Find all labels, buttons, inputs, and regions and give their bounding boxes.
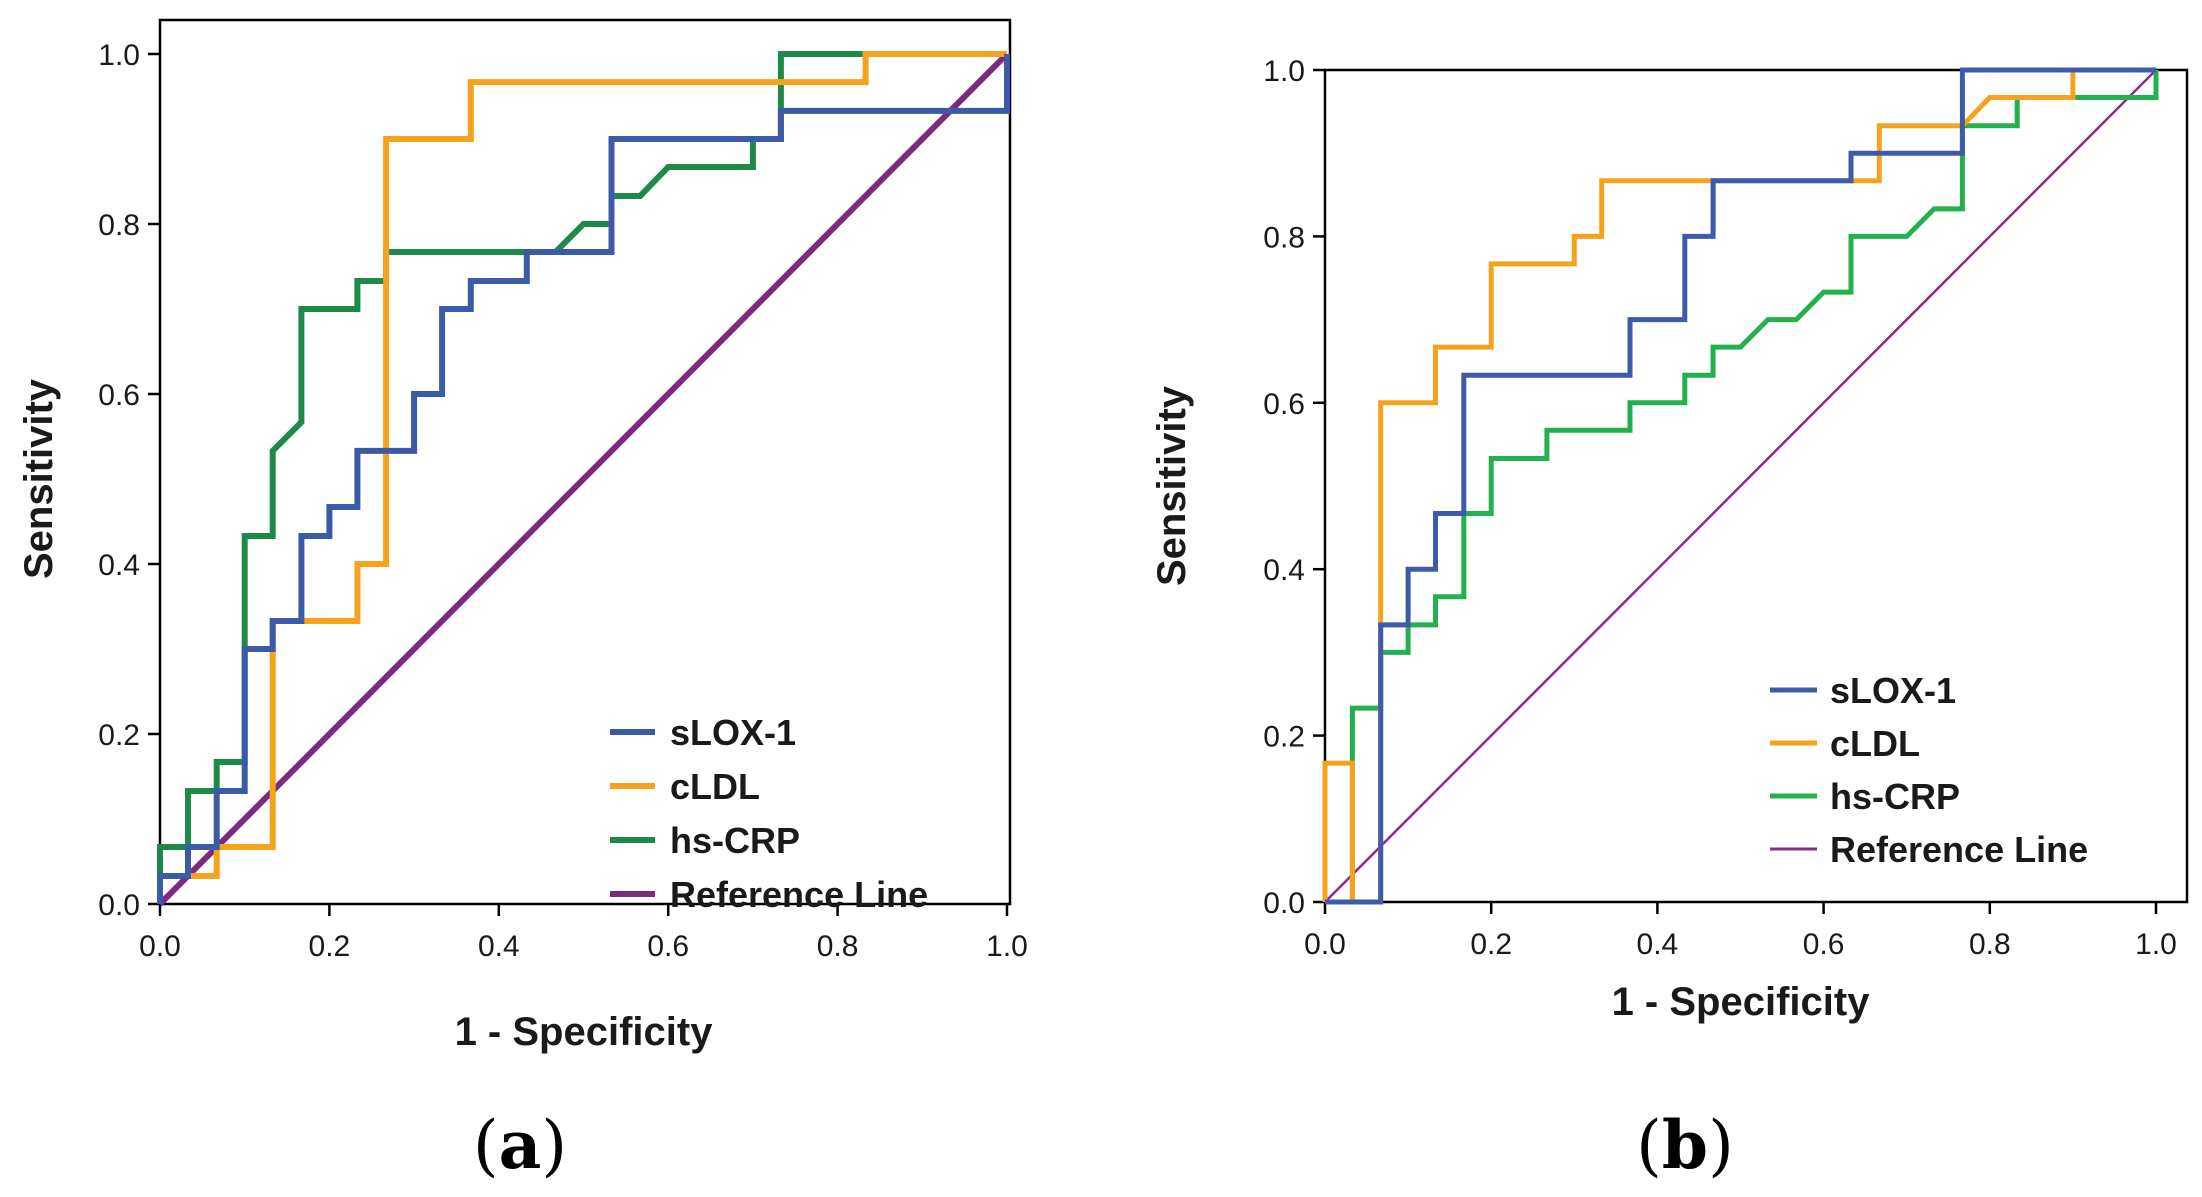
- x-tick-label: 1.0: [986, 930, 1028, 963]
- legend-label-reference-line: Reference Line: [670, 874, 928, 915]
- legend-label-hs-crp: hs-CRP: [670, 820, 800, 861]
- x-tick-label: 0.8: [1969, 928, 2011, 961]
- x-axis-title: 1 - Specificity: [455, 1010, 714, 1054]
- y-tick-label: 0.6: [98, 379, 140, 412]
- legend-label-hs-crp: hs-CRP: [1830, 776, 1960, 817]
- plot-frame: [158, 18, 1012, 906]
- x-tick-label: 1.0: [2135, 928, 2177, 961]
- x-axis-title: 1 - Specificity: [1612, 980, 1871, 1024]
- series-line-cldl: [157, 51, 1007, 904]
- y-tick-label: 0.2: [98, 719, 140, 752]
- legend: sLOX-1 cLDL hs-CRP Reference Line: [1770, 670, 2088, 870]
- panel-label: (b): [1636, 1106, 1734, 1184]
- x-tick-label: 0.6: [647, 930, 689, 963]
- x-tick-label: 0.4: [478, 930, 520, 963]
- plot-frame: [1323, 68, 2189, 904]
- panel-a-roc-chart: 0.0 0.2 0.4 0.6 0.8 1.0 0.0 0.2 0.4 0.6 0.8 1.0 Sens…: [17, 18, 1028, 1184]
- y-tick-label: 0.6: [1263, 388, 1305, 421]
- y-tick-label: 0.4: [1263, 554, 1305, 587]
- x-tick-label: 0.2: [309, 930, 351, 963]
- legend: sLOX-1 cLDL hs-CRP Reference Line: [610, 712, 928, 915]
- series-line-hs-crp: [157, 51, 1007, 904]
- series-line-reference-line: [157, 51, 1010, 907]
- y-tick-label: 1.0: [98, 39, 140, 72]
- legend-label-slox-1: sLOX-1: [670, 712, 796, 753]
- x-tick-label: 0.0: [139, 930, 181, 963]
- panel-label: (a): [473, 1106, 567, 1184]
- y-tick-label: 0.0: [1263, 887, 1305, 920]
- y-tick-label: 0.2: [1263, 721, 1305, 754]
- legend-label-reference-line: Reference Line: [1830, 829, 2088, 870]
- series-line-reference-line: [1324, 69, 2157, 903]
- x-tick-label: 0.2: [1470, 928, 1512, 961]
- series-line-slox-1: [1325, 67, 2156, 905]
- y-axis-title: Sensitivity: [17, 378, 61, 579]
- y-tick-label: 1.0: [1263, 55, 1305, 88]
- series-line-hs-crp: [1325, 70, 2159, 905]
- x-tick-label: 0.4: [1637, 928, 1679, 961]
- legend-label-slox-1: sLOX-1: [1830, 670, 1956, 711]
- y-tick-label: 0.8: [98, 209, 140, 242]
- y-axis-title: Sensitivity: [1150, 385, 1194, 586]
- y-tick-label: 0.4: [98, 549, 140, 582]
- x-tick-label: 0.0: [1304, 928, 1346, 961]
- series-line-slox-1: [157, 54, 1010, 904]
- x-tick-label: 0.6: [1803, 928, 1845, 961]
- legend-label-cldl: cLDL: [670, 766, 760, 807]
- x-tick-label: 0.8: [817, 930, 859, 963]
- y-tick-label: 0.8: [1263, 221, 1305, 254]
- legend-label-cldl: cLDL: [1830, 723, 1920, 764]
- panel-b-roc-chart: 0.0 0.2 0.4 0.6 0.8 1.0 0.0 0.2 0.4 0.6 0.8 1.0 Sens…: [1150, 55, 2189, 1184]
- y-tick-label: 0.0: [98, 889, 140, 922]
